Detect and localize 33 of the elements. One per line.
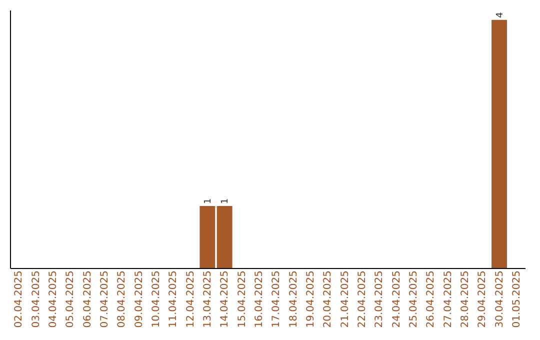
x-tick-label: 13.04.2025 [202,270,214,328]
data-label: 1 [220,198,231,204]
x-tick-label: 14.04.2025 [220,270,231,328]
x-tick-label: 25.04.2025 [408,270,420,328]
x-tick-label: 21.04.2025 [340,270,351,328]
x-tick-label: 10.04.2025 [150,270,162,328]
data-label: 4 [495,12,506,18]
x-tick-label: 18.04.2025 [288,270,300,328]
x-tick-label: 24.04.2025 [391,270,402,328]
x-tick-label: 15.04.2025 [236,270,248,328]
x-tick-label: 19.04.2025 [305,270,316,328]
x-tick-label: 16.04.2025 [254,270,265,328]
x-tick-label: 01.05.2025 [511,270,522,328]
x-tick-label: 12.04.2025 [185,270,196,328]
x-tick-label: 07.04.2025 [99,270,110,328]
x-tick-label: 05.04.2025 [65,270,76,328]
data-label: 1 [203,198,214,204]
x-tick-label: 08.04.2025 [116,270,128,328]
x-tick-label: 03.04.2025 [30,270,42,328]
x-tick-label: 09.04.2025 [134,270,145,328]
x-tick-label: 17.04.2025 [271,270,282,328]
x-tick-label: 20.04.2025 [322,270,334,328]
x-tick-label: 22.04.2025 [356,270,368,328]
x-tick-label: 23.04.2025 [374,270,386,328]
x-tick-label: 26.04.2025 [426,270,437,328]
x-tick-label: 06.04.2025 [82,270,94,328]
x-tick-label: 29.04.2025 [477,270,488,328]
x-tick-label: 30.04.2025 [494,270,506,328]
x-tick-label: 11.04.2025 [168,270,180,328]
x-tick-label: 28.04.2025 [460,270,471,328]
x-tick-label: 04.04.2025 [48,270,59,328]
x-tick-label: 27.04.2025 [442,270,454,328]
x-tick-label: 02.04.2025 [14,270,25,328]
